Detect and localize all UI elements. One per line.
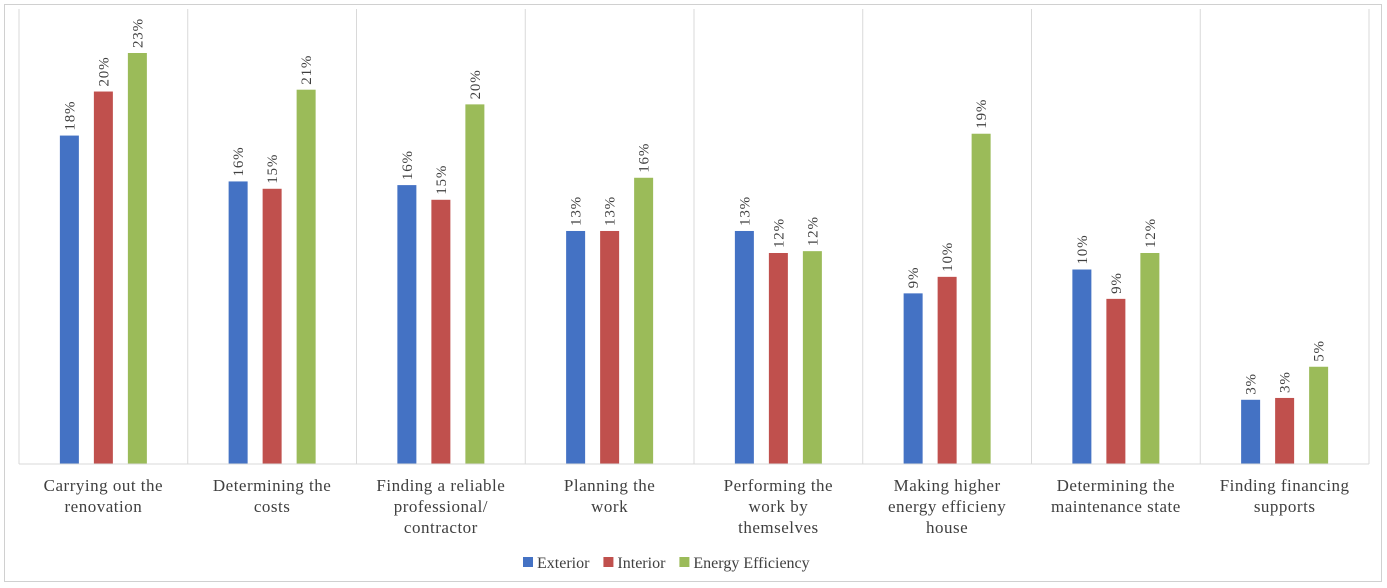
category-label-line: contractor <box>404 518 478 537</box>
legend-label: Interior <box>617 555 666 572</box>
data-label: 15% <box>265 154 281 184</box>
category-label-line: maintenance state <box>1051 497 1181 516</box>
category-label-line: Determining the <box>213 476 331 495</box>
category-label: Determining the maintenance state <box>1051 476 1181 516</box>
category-label-line: costs <box>254 497 291 516</box>
legend-swatch <box>523 557 533 567</box>
data-label: 13% <box>737 196 753 226</box>
category-label: Planning the work <box>564 476 655 516</box>
category-label: Finding financing supports <box>1220 476 1350 516</box>
bar-energy-efficiency <box>971 133 991 464</box>
bar-interior <box>1275 397 1295 464</box>
bar-interior <box>937 276 957 464</box>
bar-interior <box>262 188 282 464</box>
category-label: Carrying out the renovation <box>44 476 163 516</box>
bar-interior <box>431 199 451 465</box>
legend-label: Exterior <box>537 555 590 572</box>
category-label-line: Carrying out the <box>44 476 163 495</box>
category-label: Determining the costs <box>213 476 331 516</box>
category-label-line: themselves <box>738 518 819 537</box>
category-label-line: Planning the <box>564 476 655 495</box>
data-label: 20% <box>468 69 484 99</box>
data-label: 12% <box>771 218 787 248</box>
category-label-line: Finding financing <box>1220 476 1350 495</box>
bar-energy-efficiency <box>296 89 316 465</box>
data-label: 9% <box>906 267 922 289</box>
bars-layer <box>59 53 1329 465</box>
data-label: 9% <box>1109 272 1125 294</box>
bar-exterior <box>397 185 417 464</box>
data-label: 3% <box>1244 373 1260 395</box>
bar-energy-efficiency <box>127 53 147 464</box>
category-label-line: Determining the <box>1057 476 1175 495</box>
bar-exterior <box>59 135 79 465</box>
legend-label: Energy Efficiency <box>693 555 809 572</box>
bar-interior <box>1106 298 1126 464</box>
bar-exterior <box>1072 269 1092 464</box>
bar-exterior <box>228 181 248 464</box>
bar-energy-efficiency <box>634 177 654 464</box>
legend-swatch <box>603 557 614 567</box>
bar-exterior <box>566 230 586 464</box>
bar-interior <box>600 230 620 464</box>
category-label-line: Making higher <box>894 476 1001 495</box>
bar-energy-efficiency <box>802 251 822 464</box>
data-label: 12% <box>805 216 821 246</box>
category-label-line: Performing the <box>724 476 833 495</box>
bar-exterior <box>734 230 754 464</box>
data-label: 10% <box>940 242 956 272</box>
bar-exterior <box>1241 399 1261 464</box>
bar-interior <box>768 252 788 464</box>
value-labels-layer: 18% 20% 23% 16% 15% 21% 16% 15% 20% 13% 13% 16% 13% 1… <box>62 18 1327 395</box>
legend: Exterior Interior Energy Efficiency <box>523 555 810 572</box>
data-label: 21% <box>299 55 315 85</box>
data-label: 10% <box>1075 235 1091 265</box>
data-label: 18% <box>62 101 78 131</box>
category-label: Finding a reliable professional/contracto… <box>376 476 505 537</box>
bar-energy-efficiency <box>1309 366 1329 464</box>
bar-exterior <box>903 293 923 464</box>
category-labels-layer: Carrying out the renovation Determining th… <box>44 476 1350 537</box>
data-label: 16% <box>231 147 247 177</box>
data-label: 13% <box>569 196 585 226</box>
category-label-line: professional/ <box>394 497 488 516</box>
category-label-line: supports <box>1254 497 1316 516</box>
data-label: 12% <box>1143 218 1159 248</box>
data-label: 5% <box>1312 340 1328 362</box>
data-label: 23% <box>130 18 146 48</box>
bar-energy-efficiency <box>465 104 485 464</box>
data-label: 13% <box>603 196 619 226</box>
category-label-line: house <box>926 518 968 537</box>
category-label-line: Finding a reliable <box>376 476 505 495</box>
category-label-line: work by <box>749 497 809 516</box>
category-label-line: work <box>591 497 628 516</box>
data-label: 19% <box>974 99 990 129</box>
category-label-line: energy efficieny <box>888 497 1006 516</box>
data-label: 15% <box>434 165 450 195</box>
category-label-line: renovation <box>65 497 143 516</box>
data-label: 3% <box>1278 371 1294 393</box>
category-separators <box>18 9 1370 464</box>
bar-energy-efficiency <box>1140 252 1160 464</box>
legend-swatch <box>679 557 690 567</box>
data-label: 20% <box>96 57 112 87</box>
category-label: Performing the work by themselves <box>724 476 833 537</box>
chart-frame: 18% 20% 23% 16% 15% 21% 16% 15% 20% 13% 13% 16% 13% 1… <box>4 4 1382 582</box>
data-label: 16% <box>400 150 416 180</box>
category-label: Making higher energy efficieny house <box>888 476 1006 537</box>
data-label: 16% <box>637 143 653 173</box>
bar-interior <box>93 91 113 464</box>
bar-chart: 18% 20% 23% 16% 15% 21% 16% 15% 20% 13% 13% 16% 13% 1… <box>18 9 1370 572</box>
